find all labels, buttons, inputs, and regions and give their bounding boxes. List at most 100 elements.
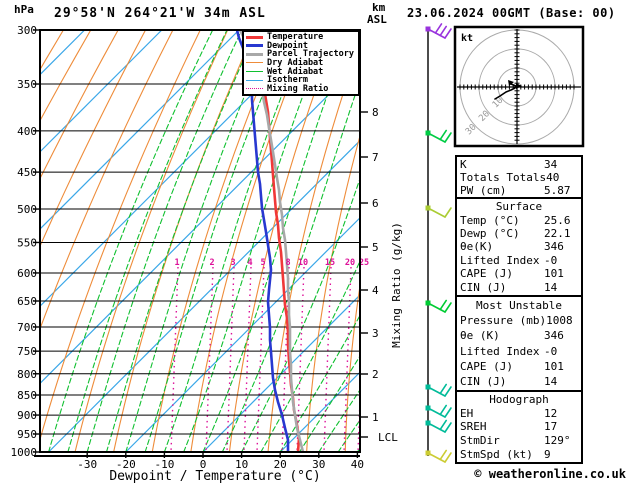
mixing-ratio-value: 4 — [247, 258, 252, 268]
hodograph-panel: Hodograph EH 12 SREH 17 StmDir 129° StmSpd (kt)… — [455, 390, 583, 464]
stat-label: Lifted Index — [460, 253, 540, 267]
panel-title: Surface — [495, 200, 543, 214]
pressure-tick-label: 500 — [17, 203, 37, 216]
stat-row: θe (K) 346 — [460, 329, 578, 342]
mixing-ratio-axis-title: Mixing Ratio (g/kg) — [390, 222, 403, 348]
legend-swatch — [246, 62, 263, 64]
pressure-tick-label: 900 — [17, 409, 37, 422]
stat-row: θe(K) 346 — [460, 240, 578, 253]
wet-adiabat-line — [279, 314, 360, 452]
stat-label: Pressure (mb) — [460, 314, 547, 328]
km-tick-label: 1 — [372, 411, 379, 424]
mixing-ratio-value: 2 — [209, 258, 214, 268]
stat-value: 5.87 — [544, 184, 571, 197]
mixing-ratio-labels: 1 2 3 4 5 8 10 15 20 25 — [174, 258, 369, 268]
wet-adiabat-line — [125, 30, 274, 452]
mixing-ratio-value: 15 — [325, 258, 335, 268]
stat-value: 1008 — [546, 314, 573, 328]
mixing-ratio-line — [170, 266, 179, 452]
legend-swatch — [246, 71, 263, 73]
mixing-ratio-value: 8 — [285, 258, 290, 268]
dewpoint-curve — [235, 30, 290, 452]
stat-value: -0 — [544, 344, 558, 358]
stat-row: Lifted Index -0 — [460, 345, 578, 358]
stat-row: Totals Totals 40 — [460, 171, 578, 184]
stat-value: 14 — [544, 374, 558, 388]
most-unstable-panel: Most Unstable Pressure (mb) 1008 θe (K) 346 L… — [455, 295, 583, 392]
stat-label: Totals Totals — [460, 171, 547, 184]
pressure-axis-unit: hPa — [14, 3, 34, 16]
legend-label: Isotherm — [267, 75, 308, 86]
wind-barb-stem — [427, 422, 446, 433]
panel-title: Hodograph — [489, 393, 549, 407]
wind-barb-stem — [427, 207, 446, 218]
wind-barb-feather — [444, 28, 452, 39]
temperature-tick-label: -10 — [154, 458, 174, 471]
wind-barb-feather — [439, 404, 448, 416]
pressure-tick-label: 850 — [17, 389, 37, 402]
stat-value: 40 — [546, 171, 560, 184]
mixing-ratio-line — [205, 266, 214, 452]
legend-swatch — [246, 52, 263, 56]
legend-label: Mixing Ratio — [267, 83, 329, 94]
legend-item: Wet Adiabat — [246, 67, 356, 76]
temperature-tick-label: 0 — [200, 458, 207, 471]
wind-barb-feather — [444, 207, 452, 218]
indices-panel: K 34 Totals Totals 40 PW (cm) 5.87 — [455, 155, 583, 199]
wet-adiabat-line — [163, 30, 309, 452]
pressure-tick-label: 350 — [17, 78, 37, 91]
temperature-tick-label: 30 — [312, 458, 325, 471]
stat-value: 22.1 — [544, 227, 571, 241]
stat-row: StmDir 129° — [460, 434, 578, 447]
pressure-tick-label: 400 — [17, 125, 37, 138]
mixing-ratio-line — [243, 266, 252, 452]
pressure-tick-label: 600 — [17, 267, 37, 280]
wet-adiabat-line — [67, 30, 228, 452]
isotherm-line — [40, 30, 163, 153]
wind-barb-feather — [439, 25, 448, 37]
plot-frame — [34, 29, 361, 457]
wind-barb-stem — [427, 132, 446, 143]
mixing-ratio-line — [343, 266, 352, 452]
stat-label: K — [460, 158, 467, 171]
stat-value: 129° — [544, 434, 571, 448]
stat-value: -0 — [544, 253, 558, 267]
wind-barb-stem — [427, 302, 446, 313]
wet-adiabat-line — [86, 30, 243, 452]
wind-barb-stem — [427, 28, 446, 39]
temperature-tick-label: 10 — [235, 458, 248, 471]
km-tick-label: 2 — [372, 368, 379, 381]
wet-adiabat-line — [298, 354, 360, 452]
stat-label: CIN (J) — [460, 280, 507, 294]
wind-barb-stem — [427, 452, 446, 463]
pressure-tick-label: 650 — [17, 295, 37, 308]
stat-value: 346 — [544, 329, 564, 343]
temperature-tick-label: 20 — [274, 458, 287, 471]
legend-item: Mixing Ratio — [246, 83, 356, 94]
mixing-ratio-line — [323, 266, 332, 452]
stat-label: CIN (J) — [460, 374, 507, 388]
mixing-ratio-line — [226, 266, 235, 452]
km-tick-label: 8 — [372, 106, 379, 119]
temperature-axis-title: Dewpoint / Temperature (°C) — [109, 469, 320, 484]
isotherm-line — [40, 30, 240, 230]
wind-barb-feather — [439, 419, 448, 431]
legend-item: Temperature — [246, 33, 356, 42]
stat-value: 346 — [544, 240, 564, 254]
wind-barb-feather — [444, 407, 452, 418]
height-axis-unit-asl: ASL — [367, 13, 387, 26]
wind-barb-feather — [439, 299, 448, 311]
legend-swatch — [246, 79, 263, 81]
stat-label: CAPE (J) — [460, 267, 513, 281]
legend: Temperature Dewpoint Parcel Trajectory Dry … — [242, 30, 360, 96]
stat-label: PW (cm) — [460, 184, 507, 197]
dry-adiabat-line — [113, 30, 256, 452]
wind-barb-feather — [444, 132, 452, 143]
km-tick-label: 6 — [372, 197, 379, 210]
pressure-tick-label: 750 — [17, 345, 37, 358]
mixing-ratio-value: 1 — [174, 258, 179, 268]
stat-label: Temp (°C) — [460, 213, 520, 227]
height-axis-unit-km: km — [372, 1, 386, 14]
